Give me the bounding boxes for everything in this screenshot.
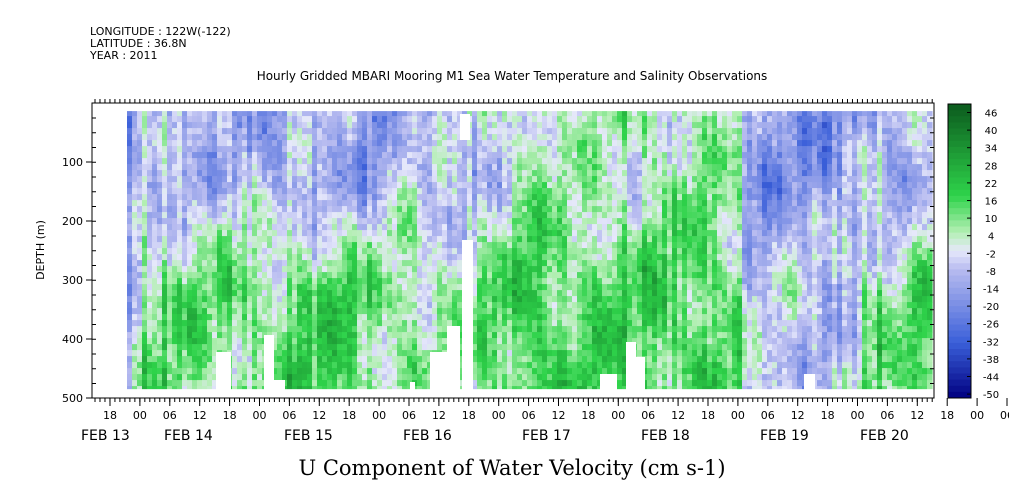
x-day-label: FEB 19 [760,428,809,444]
colorbar-label: 4 [988,232,994,243]
x-hour-tick-label: 00 [851,409,865,422]
colorbar-label: -2 [986,249,996,260]
x-day-label: FEB 13 [81,428,130,444]
colorbar-label: -14 [983,285,999,296]
x-hour-tick-label: 18 [103,409,117,422]
x-hour-tick-label: 06 [880,409,894,422]
latitude-label: LATITUDE : 36.8N [90,37,187,50]
x-hour-tick-label: 18 [342,409,356,422]
x-hour-tick-label: 18 [223,409,237,422]
colorbar-label: 46 [985,109,998,120]
heatmap-field [127,110,933,393]
missing-data-gaps [93,104,933,397]
x-hour-tick-label: 12 [312,409,326,422]
colorbar-label: 22 [985,179,998,190]
colorbar-label: 16 [985,197,998,208]
x-hour-tick-label: 00 [492,409,506,422]
x-hour-tick-label: 00 [970,409,984,422]
x-hour-tick-label: 00 [253,409,267,422]
colorbar-label: 34 [985,144,998,155]
x-hour-tick-label: 06 [163,409,177,422]
x-hour-tick-label: 18 [581,409,595,422]
colorbar-label: -38 [983,355,999,366]
y-tick-label: 100 [62,156,83,169]
y-tick-label: 500 [62,392,83,405]
colorbar-label: -32 [983,337,999,348]
y-tick-label: 200 [62,215,83,228]
colorbar-label: -44 [983,373,999,384]
x-hour-tick-label: 18 [821,409,835,422]
colorbar-label: -26 [983,320,999,331]
y-tick-label: 300 [62,274,83,287]
x-hour-tick-label: 12 [910,409,924,422]
x-hour-tick-label: 12 [193,409,207,422]
x-hour-tick-label: 06 [522,409,536,422]
x-day-label: FEB 15 [284,428,333,444]
x-hour-tick-label: 06 [641,409,655,422]
y-axis: 100 200 300 400 500 [62,156,92,405]
x-day-label: FEB 18 [641,428,690,444]
x-hour-tick-label: 00 [731,409,745,422]
x-hour-tick-label: 12 [791,409,805,422]
x-axis: 18 00 06 12 18 00 06 12 18 00 06 12 18 00 06 12 18 00 06 12… [81,398,1009,444]
x-hour-tick-label: 18 [701,409,715,422]
colorbar-label: -50 [983,390,999,401]
x-day-label: FEB 16 [403,428,452,444]
x-hour-tick-label: 06 [1000,409,1009,422]
colorbar-label: -20 [983,302,999,313]
x-axis-label: U Component of Water Velocity (cm s-1) [298,456,725,480]
y-axis-label: DEPTH (m) [34,220,47,280]
x-hour-tick-label: 12 [432,409,446,422]
colorbar-label: 28 [985,161,998,172]
x-day-label: FEB 14 [164,428,213,444]
colorbar: 46 40 34 28 22 16 10 4 -2 -8 -14 -20 -26 -32 -38 -44 -50 [947,103,999,401]
x-hour-tick-label: 18 [940,409,954,422]
colorbar-label: -8 [986,267,996,278]
x-hour-tick-label: 06 [282,409,296,422]
x-hour-tick-label: 00 [611,409,625,422]
colorbar-label: 40 [985,126,998,137]
x-hour-tick-label: 00 [372,409,386,422]
x-hour-tick-label: 00 [133,409,147,422]
colorbar-label: 10 [985,214,998,225]
x-hour-tick-label: 06 [402,409,416,422]
y-tick-label: 400 [62,333,83,346]
x-hour-tick-label: 12 [671,409,685,422]
longitude-label: LONGITUDE : 122W(-122) [90,25,231,38]
x-hour-tick-label: 18 [462,409,476,422]
year-label: YEAR : 2011 [89,49,158,62]
x-day-label: FEB 20 [860,428,909,444]
x-hour-tick-label: 06 [761,409,775,422]
x-hour-tick-label: 12 [552,409,566,422]
x-day-label: FEB 17 [522,428,571,444]
chart-title: Hourly Gridded MBARI Mooring M1 Sea Wate… [257,69,768,83]
